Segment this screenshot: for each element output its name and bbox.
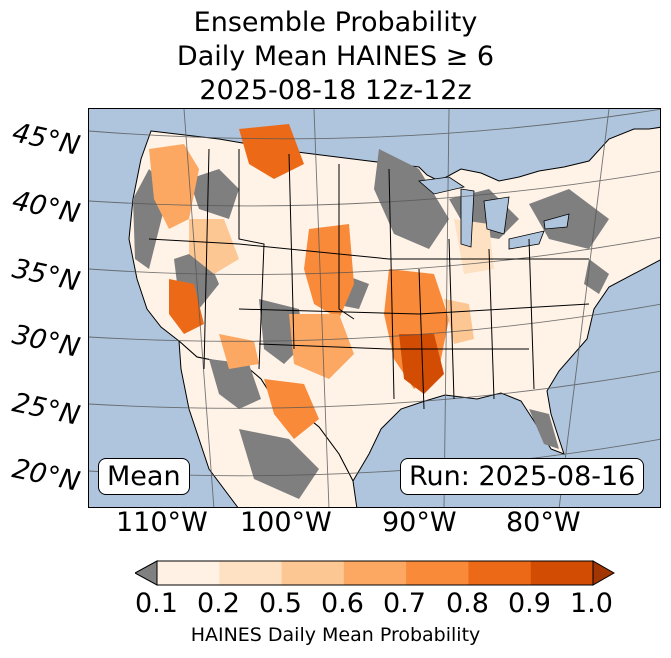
lon-label-100: 100°W xyxy=(240,507,332,538)
colorbar-tick: 0.7 xyxy=(383,588,426,619)
run-date-box: Run: 2025-08-16 xyxy=(400,458,645,495)
mean-label-box: Mean xyxy=(98,458,190,495)
state-borders xyxy=(148,148,590,410)
probability-shading xyxy=(149,124,494,439)
colorbar-segment xyxy=(468,561,532,585)
lon-label-110: 110°W xyxy=(116,507,208,538)
colorbar-tick: 1.0 xyxy=(570,588,613,619)
colorbar-segment xyxy=(406,561,469,585)
graticule xyxy=(89,109,660,507)
colorbar-over-arrow xyxy=(592,560,615,586)
map-panel xyxy=(88,108,661,508)
lat-label-30: 30°N xyxy=(9,319,83,364)
colorbar-tick: 0.6 xyxy=(321,588,364,619)
lat-label-40: 40°N xyxy=(9,185,83,230)
colorbar-tick: 0.9 xyxy=(508,588,551,619)
colorbar-segment xyxy=(343,561,407,585)
colorbar-tick: 0.1 xyxy=(135,588,178,619)
colorbar-under-arrow xyxy=(135,560,158,586)
colorbar-tick: 0.8 xyxy=(446,588,489,619)
title-line-1: Ensemble Probability xyxy=(193,7,478,38)
colorbar-segment xyxy=(281,561,345,585)
colorbar-segment xyxy=(530,561,594,585)
lat-label-45: 45°N xyxy=(9,117,83,162)
map-svg xyxy=(89,109,660,507)
colorbar-segment xyxy=(157,561,220,585)
title-line-2: Daily Mean HAINES ≥ 6 xyxy=(176,41,495,72)
great-lakes xyxy=(418,176,570,250)
colorbar-tick: 0.2 xyxy=(197,588,240,619)
colorbar-segment xyxy=(219,561,283,585)
lon-label-80: 80°W xyxy=(506,507,581,538)
title-line-3: 2025-08-18 12z-12z xyxy=(199,75,472,106)
colorbar-tick: 0.5 xyxy=(259,588,302,619)
colorbar-label: HAINES Daily Mean Probability xyxy=(190,624,481,646)
lat-label-25: 25°N xyxy=(9,387,83,432)
lat-label-20: 20°N xyxy=(9,453,83,498)
lon-label-90: 90°W xyxy=(382,507,457,538)
colorbar xyxy=(135,560,615,586)
colorbar-frame xyxy=(156,560,594,586)
lat-label-35: 35°N xyxy=(9,253,83,298)
